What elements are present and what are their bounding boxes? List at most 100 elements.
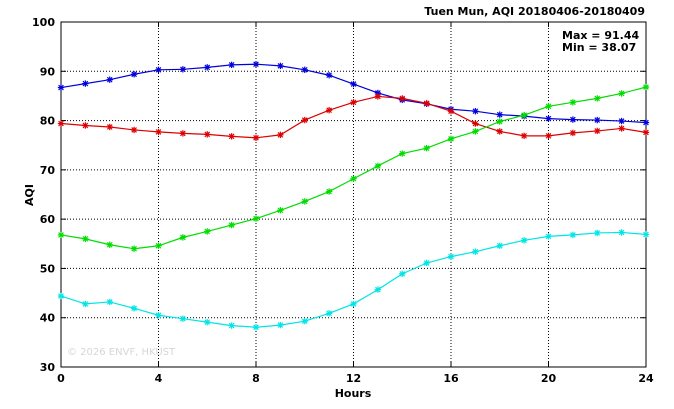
watermark: © 2026 ENVF, HKUST [67,347,176,358]
series-3-point [423,144,430,152]
series-4-point [277,321,284,329]
series-3-point [472,128,479,135]
y-tick-label: 30 [40,361,56,374]
series-4-point [57,292,65,300]
series-1-point [569,116,577,123]
series-4-point [545,233,552,240]
series-4-point [423,259,430,267]
x-tick-label: 16 [443,372,459,385]
series-3-point [520,111,528,119]
series-3-point [569,99,577,106]
series-1-point [82,80,89,87]
y-tick-label: 40 [40,312,56,325]
series-1-point [277,62,284,70]
series-2-point [57,120,65,127]
series-2-point [472,120,479,127]
x-axis-title: Hours [335,387,372,400]
series-4-point [642,231,650,238]
x-tick-label: 4 [155,372,163,385]
series-1-point [252,60,260,68]
series-1-point [472,108,479,115]
series-1-point [179,66,187,73]
series-2-point [301,116,308,124]
y-tick-label: 100 [32,16,55,29]
series-4-point [204,318,211,326]
series-group [57,60,650,331]
series-3-point [594,95,601,102]
series-4-point [447,253,455,260]
series-1-point [325,72,333,79]
series-1-point [618,117,625,125]
series-3-point [106,241,113,248]
series-4-point [252,324,260,331]
series-4-point [155,312,162,319]
series-2-point [82,122,89,129]
series-4-point [130,305,138,312]
annotation-min: Min = 38.07 [562,41,636,54]
series-4-point [179,315,187,322]
series-4-point [496,242,503,249]
x-tick-label: 8 [252,372,260,385]
series-2-point [447,108,455,115]
series-3-point [277,207,284,214]
series-3-point [447,135,455,143]
series-3-point [57,231,65,239]
series-3-point [130,245,138,252]
series-4-point [399,270,406,278]
x-tick-label: 0 [57,372,65,385]
series-1-point [228,61,235,69]
series-3-point [399,150,406,157]
series-2-point [277,131,284,139]
series-2-point [642,129,650,136]
series-2-point [545,132,552,140]
x-tick-label: 12 [346,372,361,385]
series-4-point [228,322,235,329]
series-2-point [130,126,138,134]
y-tick-label: 70 [40,164,56,177]
series-4-point [325,310,333,317]
series-3-point [642,83,650,91]
series-1-line [60,63,647,124]
x-tick-label: 20 [541,372,557,385]
series-1-point [350,80,357,88]
annotation-max: Max = 91.44 [562,29,639,42]
series-1-point [57,84,65,91]
series-4-point [350,300,357,308]
series-4-point [106,298,113,306]
series-2-point [350,99,357,106]
series-1-point [594,116,601,124]
series-4-point [301,317,308,325]
series-1-point [496,111,503,118]
axis-ticks: 0 4 8 12 16 20 24 30 40 50 60 70 80 90 100 [32,16,654,385]
series-1-point [545,115,552,122]
series-3-point [325,188,333,195]
series-4-point [472,248,479,255]
series-4-point [569,231,577,239]
y-tick-label: 50 [40,262,56,275]
series-2-point [228,133,235,140]
series-3-point [350,175,357,182]
series-2-point [423,100,430,107]
series-3-point [618,90,625,97]
series-4-point [520,237,528,244]
series-1-point [106,76,113,83]
series-3-point [545,103,552,110]
x-tick-label: 24 [638,372,654,385]
series-3-point [155,242,162,249]
series-3-point [496,118,503,125]
series-2-point [106,123,113,131]
series-1-point [204,64,211,71]
series-3-point [204,228,211,235]
grid-lines [61,22,646,367]
series-1-point [130,71,138,78]
series-3-point [301,198,308,205]
series-4-point [594,229,601,237]
series-4-point [374,286,382,293]
series-1-point [301,66,308,74]
y-tick-label: 60 [40,213,56,226]
series-2-point [520,132,528,140]
series-2-point [594,127,601,135]
series-4-point [618,229,625,236]
series-2-point [569,129,577,137]
